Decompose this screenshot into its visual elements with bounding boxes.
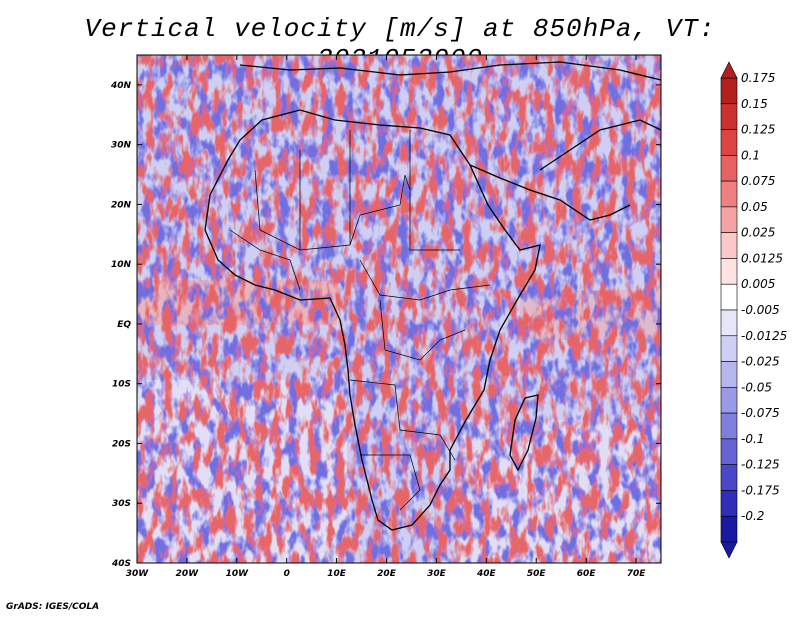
colorbar-label: -0.1 <box>741 432 764 446</box>
colorbar-swatch <box>720 309 738 337</box>
lon-label: 20E <box>377 569 397 579</box>
colorbar-label: -0.175 <box>741 483 780 497</box>
map-frame <box>136 54 662 564</box>
colorbar-label: 0.0125 <box>741 251 783 265</box>
colorbar-label: 0.175 <box>741 71 775 85</box>
lat-label: 40N <box>110 81 132 91</box>
colorbar-label: -0.2 <box>741 509 764 523</box>
colorbar-swatch <box>720 206 738 233</box>
colorbar-label: -0.075 <box>741 406 780 420</box>
colorbar-label: -0.125 <box>741 458 780 472</box>
lon-label: 10W <box>226 569 250 579</box>
colorbar-swatch <box>720 129 738 156</box>
colorbar-swatch <box>720 258 738 285</box>
colorbar-label: 0.025 <box>741 226 775 240</box>
colorbar-swatch <box>720 283 738 311</box>
lon-label: 20W <box>176 569 200 579</box>
colorbar-swatch <box>720 77 738 105</box>
colorbar-swatch <box>720 412 738 440</box>
lon-label: 70E <box>627 569 647 579</box>
colorbar-swatch <box>720 387 738 414</box>
lon-label: 0 <box>284 569 290 579</box>
colorbar-max-arrow <box>720 61 738 79</box>
coastline <box>204 61 662 531</box>
lat-label: 30N <box>111 141 132 151</box>
colorbar-label: 0.125 <box>741 123 775 137</box>
colorbar-label: -0.0125 <box>741 329 787 343</box>
colorbar-label: -0.025 <box>741 355 780 369</box>
lon-label: 30E <box>427 569 447 579</box>
colorbar-label: 0.005 <box>741 277 775 291</box>
colorbar: 0.175 0.15 0.125 0.1 0.075 0.05 0.025 0.0125 0.0… <box>720 61 787 559</box>
lat-label: 20S <box>112 439 131 449</box>
lon-label: 40E <box>476 569 497 579</box>
colorbar-swatch <box>720 232 738 259</box>
lat-label: 20N <box>111 200 132 210</box>
colorbar-swatch <box>720 103 738 130</box>
lat-label: EQ <box>117 320 131 330</box>
colorbar-min-arrow <box>720 541 738 559</box>
lon-label: 50E <box>527 569 547 579</box>
country-borders <box>229 130 491 511</box>
footer-credit: GrADS: IGES/COLA <box>6 602 100 612</box>
lat-label: 10N <box>111 260 132 270</box>
lon-label: 60E <box>577 569 597 579</box>
colorbar-swatch <box>720 464 738 491</box>
colorbar-swatch <box>720 515 738 543</box>
lat-label: 40S <box>111 559 131 569</box>
colorbar-swatch <box>720 490 738 517</box>
colorbar-swatch <box>720 335 738 362</box>
colorbar-label: 0.1 <box>741 148 760 162</box>
colorbar-label: 0.075 <box>741 174 775 188</box>
colorbar-label: -0.05 <box>741 380 772 394</box>
colorbar-swatch <box>720 155 738 182</box>
colorbar-swatch <box>720 361 738 388</box>
lat-label: 30S <box>112 499 131 509</box>
lat-label: 10S <box>112 380 131 390</box>
colorbar-label: 0.05 <box>741 200 768 214</box>
colorbar-swatch <box>720 180 738 208</box>
colorbar-label: 0.15 <box>741 97 768 111</box>
colorbar-label: -0.005 <box>741 303 780 317</box>
lon-label: 10E <box>327 569 347 579</box>
lon-label: 30W <box>126 569 150 579</box>
colorbar-swatch <box>720 438 738 465</box>
